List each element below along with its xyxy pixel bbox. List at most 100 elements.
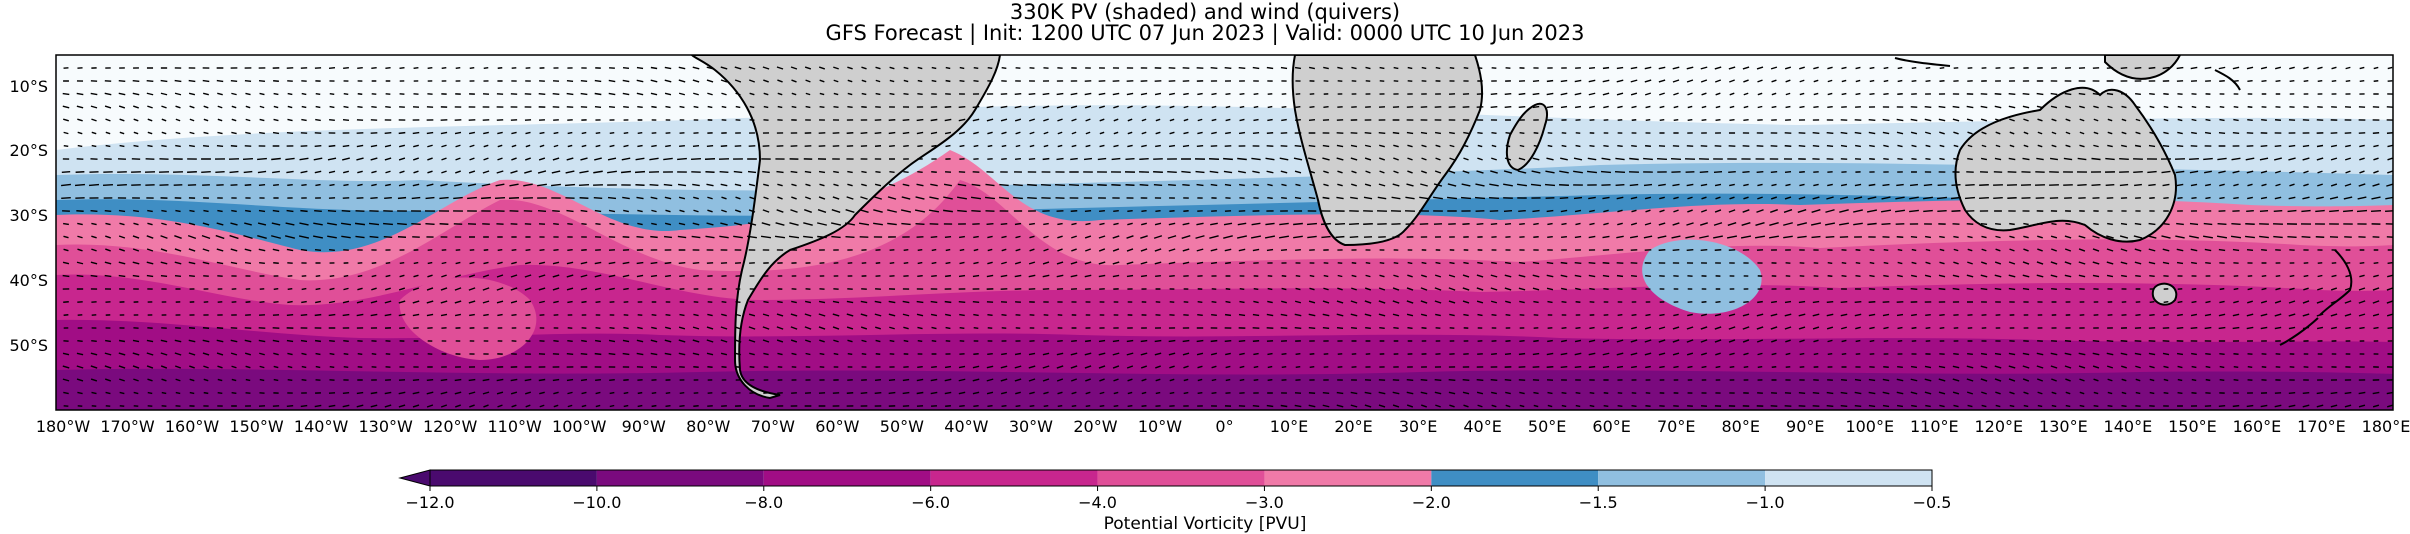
wind-arrow [1155, 341, 1162, 342]
wind-arrow [1436, 68, 1440, 69]
wind-arrow [314, 211, 322, 212]
wind-arrow [1869, 146, 1875, 147]
wind-arrow [635, 172, 645, 173]
wind-arrow [398, 198, 406, 199]
wind-arrow [1086, 406, 1091, 407]
wind-arrow [2178, 107, 2183, 108]
wind-arrow [1477, 263, 1482, 264]
wind-arrow [764, 107, 768, 108]
wind-arrow [400, 263, 404, 264]
wind-arrow [931, 146, 936, 147]
wind-arrow [301, 185, 306, 186]
wind-arrow [1477, 133, 1482, 134]
wind-arrow [1617, 367, 1623, 368]
wind-arrow [1254, 367, 1259, 368]
wind-arrow [2177, 68, 2184, 69]
wind-arrow [1127, 211, 1132, 212]
wind-arrow [1715, 302, 1720, 303]
wind-arrow [917, 172, 922, 173]
wind-arrow [1631, 276, 1637, 277]
wind-arrow [890, 263, 895, 264]
wind-arrow [847, 133, 854, 134]
wind-arrow [1700, 172, 1708, 173]
wind-arrow [1351, 392, 1358, 393]
wind-arrow [567, 341, 572, 342]
wind-arrow [1897, 406, 1903, 407]
wind-arrow [957, 211, 967, 212]
wind-arrow [1380, 68, 1385, 69]
map-panel [56, 55, 2395, 410]
wind-arrow [1323, 146, 1329, 147]
wind-arrow [2176, 224, 2184, 225]
wind-arrow [328, 211, 336, 212]
wind-arrow [680, 107, 685, 108]
wind-arrow [1449, 380, 1456, 381]
wind-arrow [301, 120, 306, 121]
wind-arrow [1842, 263, 1846, 264]
wind-arrow [2234, 107, 2239, 108]
wind-arrow [203, 81, 210, 82]
wind-arrow [1870, 341, 1875, 342]
wind-arrow [2052, 406, 2056, 407]
wind-arrow [2177, 198, 2182, 199]
wind-arrow [1979, 198, 1989, 199]
wind-arrow [540, 250, 545, 251]
wind-arrow [203, 146, 209, 147]
wind-arrow [2163, 146, 2169, 147]
wind-arrow [273, 133, 279, 134]
wind-arrow [1603, 367, 1609, 368]
wind-arrow [932, 250, 936, 251]
wind-arrow [2136, 393, 2141, 394]
wind-arrow [623, 145, 628, 146]
wind-arrow [1631, 367, 1637, 368]
wind-arrow [679, 315, 684, 316]
wind-arrow [259, 263, 265, 264]
wind-arrow [2203, 159, 2213, 160]
wind-arrow [581, 302, 586, 303]
wind-arrow [987, 406, 992, 407]
wind-arrow [1561, 367, 1568, 368]
wind-arrow [1267, 198, 1272, 199]
colorbar-segment [1431, 470, 1598, 486]
wind-arrow [1883, 120, 1890, 121]
wind-arrow [1001, 159, 1007, 160]
wind-arrow [2318, 81, 2323, 82]
wind-arrow [2037, 224, 2042, 225]
wind-arrow [679, 263, 685, 264]
wind-arrow [189, 81, 196, 82]
wind-arrow [1013, 198, 1023, 199]
wind-arrow [2177, 263, 2183, 264]
wind-arrow [652, 406, 657, 407]
wind-arrow [2206, 367, 2211, 368]
wind-arrow [1728, 172, 1736, 173]
wind-arrow [1282, 288, 1287, 289]
colorbar-tick-label: −6.0 [911, 493, 950, 512]
wind-arrow [1267, 250, 1273, 251]
wind-arrow [1366, 67, 1371, 68]
wind-arrow [1225, 185, 1231, 186]
wind-arrow [2191, 328, 2198, 329]
wind-arrow [1029, 94, 1036, 95]
wind-arrow [1714, 172, 1722, 173]
wind-arrow [2220, 367, 2225, 368]
wind-arrow [1463, 133, 1468, 134]
wind-arrow [260, 380, 264, 381]
wind-arrow [2024, 406, 2028, 407]
wind-arrow [2191, 354, 2197, 355]
wind-arrow [1589, 146, 1594, 147]
wind-arrow [1576, 406, 1580, 407]
wind-arrow [1407, 133, 1413, 134]
wind-arrow [371, 68, 376, 69]
wind-arrow [1268, 367, 1272, 368]
wind-arrow [372, 354, 377, 355]
wind-arrow [1519, 354, 1525, 355]
wind-arrow [2079, 224, 2084, 225]
wind-arrow [244, 172, 253, 173]
wind-arrow [175, 276, 181, 277]
wind-arrow [1547, 237, 1553, 238]
wind-arrow [2233, 328, 2240, 329]
wind-arrow [386, 263, 391, 264]
wind-arrow [1519, 224, 1525, 225]
wind-arrow [1841, 406, 1848, 407]
wind-arrow [2205, 328, 2212, 329]
